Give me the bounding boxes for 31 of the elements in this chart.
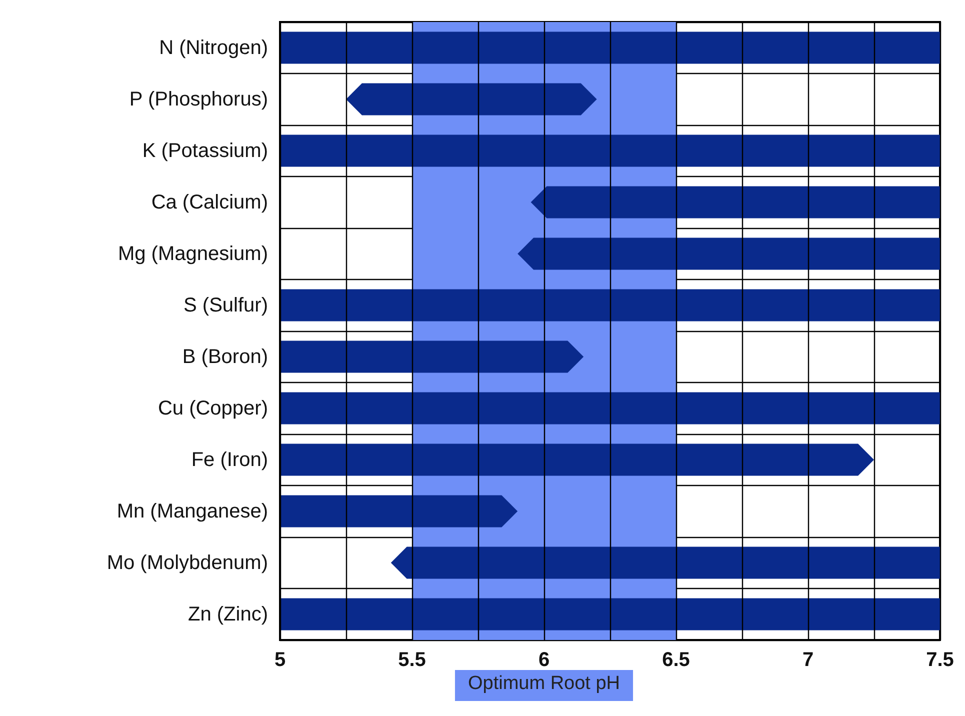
y-tick-label: Mn (Manganese) [116, 500, 268, 522]
y-tick-label: B (Boron) [182, 346, 268, 368]
bar [346, 83, 597, 116]
bar [280, 392, 940, 424]
bar [280, 134, 940, 167]
x-tick-label: 7 [802, 649, 814, 671]
y-tick-label: S (Sulfur) [184, 294, 268, 316]
bar [390, 546, 940, 579]
bar [280, 598, 940, 630]
y-tick-label: N (Nitrogen) [159, 36, 268, 59]
y-tick-label: Zn (Zinc) [188, 603, 268, 626]
y-tick-label: Mg (Magnesium) [118, 242, 268, 265]
y-tick-label: Cu (Copper) [158, 397, 268, 420]
bar [280, 32, 940, 64]
y-tick-label: K (Potassium) [142, 140, 268, 162]
bar [280, 444, 874, 476]
x-tick-label: 7.5 [926, 649, 954, 671]
bar [530, 186, 940, 218]
bar [280, 340, 584, 373]
x-tick-label: 6 [538, 649, 550, 671]
bar [518, 238, 940, 270]
y-tick-label: Ca (Calcium) [151, 191, 268, 214]
y-tick-label: P (Phosphorus) [129, 88, 268, 110]
bar [280, 289, 940, 322]
y-tick-label: Mo (Molybdenum) [106, 552, 268, 574]
band-label: Optimum Root pH [468, 673, 620, 694]
x-tick-label: 5 [274, 649, 286, 671]
y-tick-label: Fe (Iron) [191, 448, 268, 471]
x-tick-label: 5.5 [398, 649, 426, 671]
x-tick-label: 6.5 [662, 649, 690, 671]
bar [280, 495, 518, 528]
